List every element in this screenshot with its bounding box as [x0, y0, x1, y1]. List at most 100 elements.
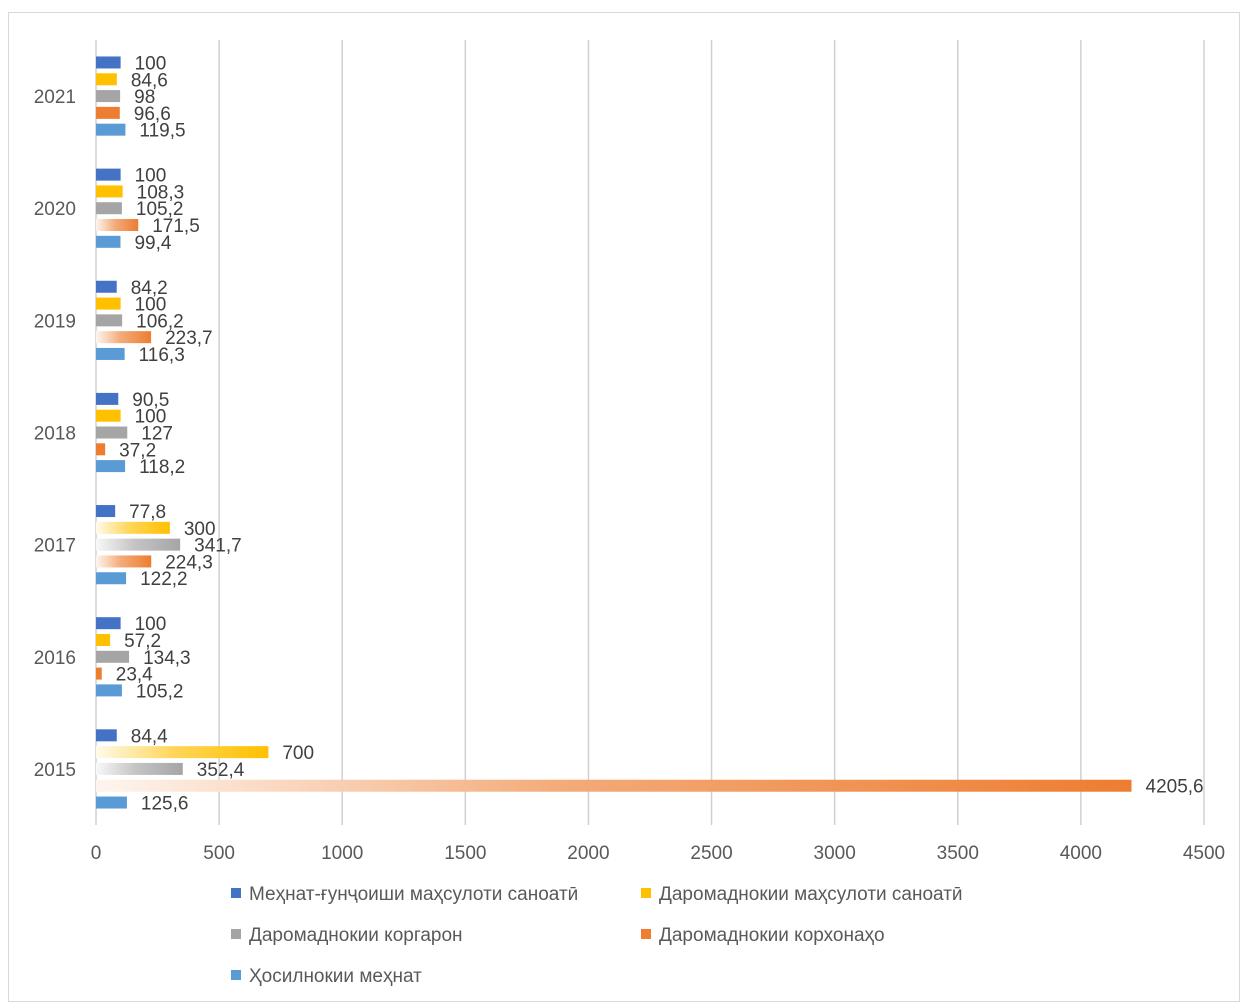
y-category-label: 2021	[34, 87, 76, 108]
legend-swatch	[231, 888, 241, 898]
data-label: 171,5	[152, 216, 200, 237]
y-category-label: 2017	[34, 536, 76, 557]
chart-frame	[8, 12, 1240, 1002]
legend-swatch	[641, 929, 651, 939]
data-label: 100	[135, 53, 167, 74]
data-label: 134,3	[143, 648, 191, 669]
x-tick-label: 4500	[1183, 843, 1225, 864]
x-tick-label: 3500	[937, 843, 979, 864]
bar	[96, 426, 128, 439]
data-label: 4205,6	[1146, 777, 1204, 798]
gridlines	[95, 40, 1205, 825]
y-category-label: 2016	[34, 648, 76, 669]
x-tick-label: 1500	[444, 843, 486, 864]
axes: 0 500 1000 1500 2000 2500 3000 3500 4000 4500 2015…	[34, 87, 1225, 864]
legend-entry: Даромаднокии маҳсулоти саноатӣ	[659, 884, 963, 905]
bar	[96, 505, 116, 518]
x-tick-label: 1000	[321, 843, 363, 864]
data-label: 119,5	[139, 121, 185, 142]
bar	[96, 297, 121, 310]
bar	[96, 202, 122, 215]
data-label: 100	[135, 614, 167, 635]
bar	[96, 762, 183, 775]
data-label: 37,2	[119, 440, 156, 461]
x-tick-label: 2000	[567, 843, 609, 864]
bar	[96, 347, 125, 360]
x-tick-label: 500	[203, 843, 235, 864]
bar	[96, 106, 120, 119]
bar	[96, 331, 152, 344]
legend: Меҳнат-ғунҷоиши маҳсулоти саноатӣ Даромад…	[231, 884, 963, 987]
legend-entry: Даромаднокии коргарон	[249, 925, 463, 946]
data-label: 84,2	[131, 278, 168, 299]
x-tick-label: 3000	[814, 843, 856, 864]
x-tick-label: 0	[91, 843, 102, 864]
data-label: 223,7	[165, 328, 213, 349]
data-label: 84,4	[131, 726, 168, 747]
legend-entry: Даромаднокии корхонаҳо	[659, 925, 885, 946]
data-label: 98	[134, 87, 155, 108]
bar	[96, 168, 121, 181]
bar	[96, 235, 121, 248]
legend-swatch	[641, 888, 651, 898]
bar	[96, 219, 139, 232]
bar	[96, 555, 152, 568]
y-category-label: 2015	[34, 760, 76, 781]
bar	[96, 779, 1132, 792]
bar	[96, 633, 111, 646]
data-label: 23,4	[116, 665, 153, 686]
y-category-label: 2019	[34, 311, 76, 332]
data-label: 99,4	[134, 233, 171, 254]
bar	[96, 729, 117, 742]
bar	[96, 650, 130, 663]
data-label: 84,6	[131, 70, 168, 91]
legend-swatch	[231, 929, 241, 939]
data-label: 100	[135, 295, 167, 316]
x-tick-label: 4000	[1060, 843, 1102, 864]
data-label: 105,2	[136, 681, 184, 702]
data-label: 116,3	[139, 345, 185, 366]
bars	[96, 56, 1132, 809]
bar	[96, 392, 119, 405]
data-label: 118,2	[139, 457, 185, 478]
bar	[96, 667, 102, 680]
bar	[96, 56, 121, 69]
data-label: 127	[141, 424, 173, 445]
bar	[96, 796, 127, 809]
legend-swatch	[231, 970, 241, 980]
legend-entry: Ҳосилнокии меҳнат	[249, 966, 422, 987]
bar	[96, 460, 126, 473]
data-label: 96,6	[134, 104, 171, 125]
data-label: 300	[184, 519, 216, 540]
bar	[96, 538, 181, 551]
data-label: 77,8	[129, 502, 166, 523]
data-label: 106,2	[136, 311, 184, 332]
data-label: 57,2	[124, 631, 161, 652]
data-label: 341,7	[194, 536, 242, 557]
bar	[96, 90, 121, 103]
data-label: 352,4	[197, 760, 245, 781]
data-label: 700	[282, 743, 314, 764]
bar	[96, 73, 117, 86]
y-category-label: 2018	[34, 424, 76, 445]
bar	[96, 746, 269, 759]
data-label: 100	[135, 407, 167, 428]
data-label: 122,2	[140, 569, 188, 590]
data-labels: 84,4700352,44205,6125,610057,2134,323,41…	[116, 53, 1204, 814]
bar	[96, 617, 121, 630]
bar	[96, 314, 123, 327]
data-label: 108,3	[137, 182, 185, 203]
bar	[96, 409, 121, 422]
bar	[96, 572, 127, 585]
bar	[96, 280, 117, 293]
data-label: 125,6	[141, 794, 189, 815]
bar	[96, 684, 122, 697]
bar	[96, 443, 106, 456]
data-label: 224,3	[165, 552, 213, 573]
data-label: 105,2	[136, 199, 184, 220]
bar	[96, 185, 123, 198]
x-tick-label: 2500	[690, 843, 732, 864]
bar	[96, 521, 170, 534]
legend-entry: Меҳнат-ғунҷоиши маҳсулоти саноатӣ	[249, 884, 578, 905]
